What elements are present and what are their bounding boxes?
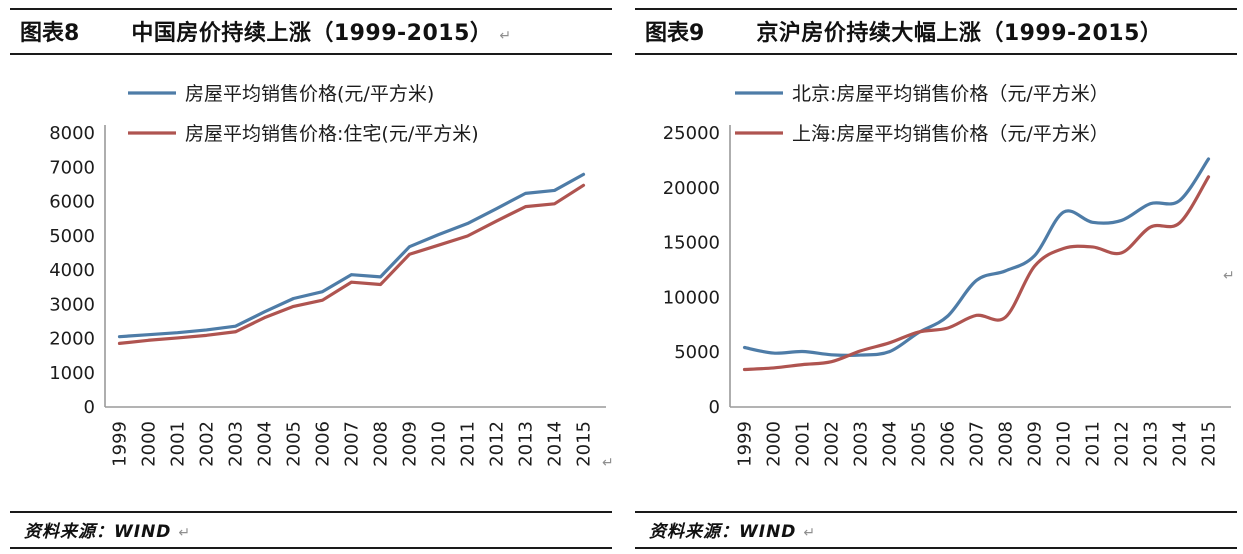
- svg-text:5000: 5000: [49, 226, 95, 247]
- svg-text:2005: 2005: [284, 421, 305, 467]
- paragraph-return-mark: ↵: [178, 525, 191, 541]
- svg-text:2005: 2005: [909, 421, 930, 467]
- svg-text:25000: 25000: [663, 123, 720, 144]
- svg-text:2001: 2001: [168, 421, 189, 467]
- svg-text:2004: 2004: [255, 421, 276, 467]
- chart-header-china: 图表8 中国房价持续上涨（1999-2015） ↵: [10, 8, 612, 55]
- paragraph-return-mark: ↵: [499, 28, 512, 44]
- svg-text:15000: 15000: [663, 233, 720, 254]
- beijing-shanghai-price-chart-area: 0 5000 10000 15000 20000 25000 1999 2000 2001 200…: [635, 55, 1237, 511]
- svg-text:2008: 2008: [996, 421, 1017, 467]
- paragraph-return-mark: ↵: [1223, 268, 1235, 284]
- svg-text:房屋平均销售价格(元/平方米): 房屋平均销售价格(元/平方米): [185, 83, 434, 105]
- paragraph-return-mark: ↵: [602, 455, 614, 471]
- source-footer-beijing-shanghai: 资料来源：WIND ↵: [635, 511, 1237, 549]
- svg-text:2010: 2010: [1054, 421, 1075, 467]
- svg-text:0: 0: [84, 397, 95, 418]
- data-source-label: 资料来源：WIND: [24, 522, 172, 542]
- data-source-label: 资料来源：WIND: [649, 522, 797, 542]
- svg-text:2012: 2012: [1112, 421, 1133, 467]
- svg-text:1999: 1999: [735, 421, 756, 467]
- svg-text:2001: 2001: [793, 421, 814, 467]
- figure-number-label: 图表9: [645, 21, 705, 46]
- panel-china-chart: 图表8 中国房价持续上涨（1999-2015） ↵ 0 1000 2000 3000 4…: [10, 8, 612, 554]
- svg-text:北京:房屋平均销售价格（元/平方米）: 北京:房屋平均销售价格（元/平方米）: [792, 83, 1109, 105]
- svg-text:2002: 2002: [197, 421, 218, 467]
- svg-text:2009: 2009: [400, 421, 421, 467]
- svg-text:2013: 2013: [516, 421, 537, 467]
- svg-text:2015: 2015: [574, 421, 595, 467]
- svg-text:2012: 2012: [487, 421, 508, 467]
- svg-text:20000: 20000: [663, 178, 720, 199]
- svg-text:7000: 7000: [49, 157, 95, 178]
- chart-title: 京沪房价持续大幅上涨（1999-2015）: [756, 21, 1163, 46]
- svg-text:2010: 2010: [429, 421, 450, 467]
- svg-text:2009: 2009: [1025, 421, 1046, 467]
- svg-text:上海:房屋平均销售价格（元/平方米）: 上海:房屋平均销售价格（元/平方米）: [792, 123, 1109, 145]
- svg-text:2002: 2002: [822, 421, 843, 467]
- svg-text:2007: 2007: [967, 421, 988, 467]
- chart-title: 中国房价持续上涨（1999-2015）: [131, 21, 493, 46]
- svg-text:2003: 2003: [851, 421, 872, 467]
- svg-text:2007: 2007: [342, 421, 363, 467]
- svg-text:房屋平均销售价格:住宅(元/平方米): 房屋平均销售价格:住宅(元/平方米): [185, 123, 479, 145]
- source-footer-china: 资料来源：WIND ↵: [10, 511, 612, 549]
- china-price-chart-area: 0 1000 2000 3000 4000 5000 6000 7000 8000 1999 200…: [10, 55, 612, 511]
- svg-text:1000: 1000: [49, 363, 95, 384]
- svg-text:6000: 6000: [49, 192, 95, 213]
- beijing-shanghai-price-line-chart: 0 5000 10000 15000 20000 25000 1999 2000 2001 200…: [663, 83, 1231, 467]
- svg-text:2006: 2006: [313, 421, 334, 467]
- china-price-line-chart: 0 1000 2000 3000 4000 5000 6000 7000 8000 1999 200…: [49, 83, 606, 467]
- svg-text:4000: 4000: [49, 260, 95, 281]
- svg-text:10000: 10000: [663, 287, 720, 308]
- svg-text:2011: 2011: [458, 421, 479, 467]
- svg-text:8000: 8000: [49, 123, 95, 144]
- chart-header-beijing-shanghai: 图表9 京沪房价持续大幅上涨（1999-2015）: [635, 8, 1237, 55]
- svg-text:1999: 1999: [110, 421, 131, 467]
- svg-text:2000: 2000: [139, 421, 160, 467]
- svg-text:2000: 2000: [49, 329, 95, 350]
- paragraph-return-mark: ↵: [803, 525, 816, 541]
- svg-text:2014: 2014: [545, 421, 566, 467]
- svg-text:2011: 2011: [1083, 421, 1104, 467]
- figure-number-label: 图表8: [20, 21, 80, 46]
- svg-text:2006: 2006: [938, 421, 959, 467]
- svg-text:2015: 2015: [1199, 421, 1220, 467]
- svg-text:2013: 2013: [1141, 421, 1162, 467]
- svg-text:5000: 5000: [674, 342, 720, 363]
- panel-beijing-shanghai-chart: 图表9 京沪房价持续大幅上涨（1999-2015） 0 5000 10000 1500…: [635, 8, 1237, 554]
- svg-text:2014: 2014: [1170, 421, 1191, 467]
- svg-text:2000: 2000: [764, 421, 785, 467]
- svg-text:2004: 2004: [880, 421, 901, 467]
- svg-text:0: 0: [709, 397, 720, 418]
- svg-text:2008: 2008: [371, 421, 392, 467]
- svg-text:2003: 2003: [226, 421, 247, 467]
- svg-text:3000: 3000: [49, 294, 95, 315]
